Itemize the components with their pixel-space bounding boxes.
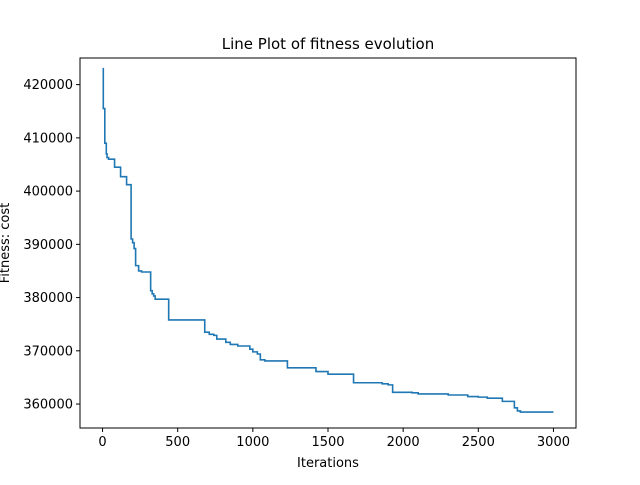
y-tick-label: 420000 [23, 78, 73, 93]
plot-frame [79, 57, 577, 429]
x-tick-label: 2000 [387, 435, 420, 450]
x-axis-label: Iterations [297, 456, 359, 471]
series-layer [102, 67, 554, 413]
y-tick-label: 370000 [23, 344, 73, 359]
y-tick-label: 380000 [23, 291, 73, 306]
y-tick-label: 360000 [23, 398, 73, 413]
y-axis-label: Fitness: cost [0, 203, 13, 284]
y-tick-label: 390000 [23, 238, 73, 253]
tick-layer: 0 500 1000 1500 2000 2500 3000 360000 370000 3800… [23, 78, 570, 450]
x-tick-label: 500 [165, 435, 190, 450]
x-tick-label: 0 [98, 435, 106, 450]
y-tick-label: 400000 [23, 185, 73, 200]
x-tick-label: 2500 [462, 435, 495, 450]
x-tick-label: 1500 [311, 435, 344, 450]
fitness-series-line [102, 67, 554, 413]
x-tick-label: 3000 [537, 435, 570, 450]
chart-title: Line Plot of fitness evolution [222, 35, 434, 53]
y-tick-label: 410000 [23, 131, 73, 146]
x-tick-label: 1000 [236, 435, 269, 450]
